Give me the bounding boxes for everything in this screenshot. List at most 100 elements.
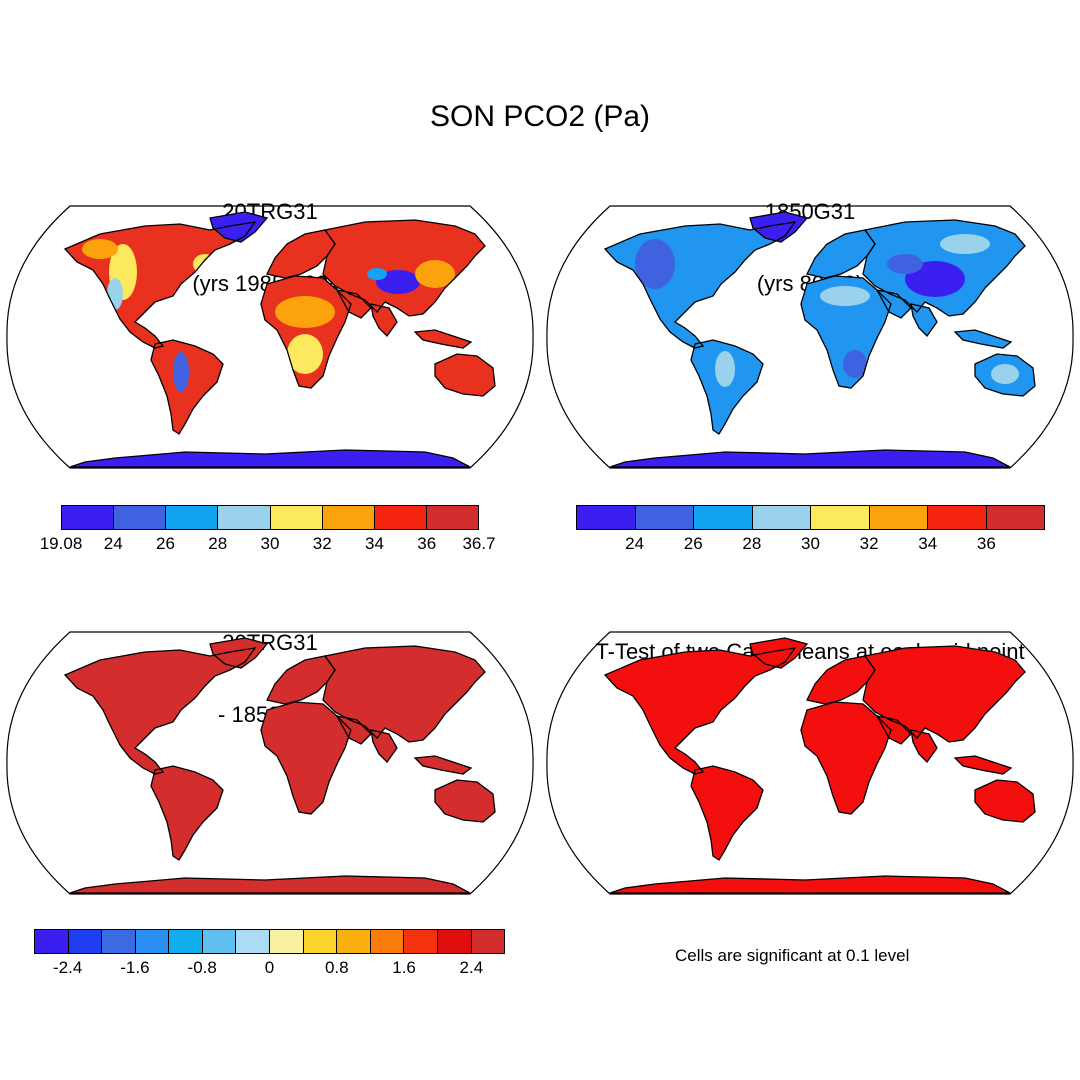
cb3-swatch [35, 930, 69, 953]
p1-africa-coastline [260, 275, 352, 389]
p1-arabia-coastline [335, 289, 372, 319]
p2-arabia-coastline [875, 289, 912, 319]
p3-greenland-coastline [209, 637, 269, 669]
cb3-swatch [303, 930, 338, 953]
p3-greenland-fill [210, 638, 267, 668]
p1-map-frame [6, 205, 534, 469]
cb3-swatch [270, 930, 304, 953]
p3-northAmerica-fill [65, 648, 255, 774]
p4-antarctica-fill [610, 876, 1010, 893]
p2-australia-coastline [974, 353, 1036, 397]
p2-field-region [715, 351, 735, 387]
cb1-swatch [62, 506, 115, 529]
cb1-swatch [270, 506, 323, 529]
p3-indonesia-fill [415, 756, 471, 774]
p4-indonesia-coastline [953, 755, 1013, 775]
p2-field-region [887, 254, 923, 274]
cb3-swatch [471, 930, 505, 953]
cb1-tick-label: 32 [312, 534, 332, 553]
cb3-swatch [370, 930, 405, 953]
p1-field-region [415, 260, 455, 288]
p2-indonesia-coastline [953, 329, 1013, 349]
p3-arabia-fill [337, 716, 371, 744]
cb2-tick-label: 32 [859, 534, 879, 553]
cb2-swatch [869, 506, 928, 529]
cb1-swatch [218, 506, 271, 529]
p3-asia-coastline [322, 645, 486, 743]
p1-field-region [107, 278, 123, 310]
p2-asia-coastline [862, 219, 1026, 317]
p1-greenland-fill [210, 212, 267, 242]
p4-europe-fill [807, 656, 875, 704]
p1-field-region [367, 268, 387, 280]
p2-arabia-fill [877, 290, 911, 318]
p3-india-coastline [370, 729, 398, 764]
p1-southAmerica-coastline [150, 339, 224, 435]
p1-europe-fill [267, 230, 335, 278]
p1-indonesia-fill [415, 330, 471, 348]
p3-arabia-coastline [335, 715, 372, 745]
p1-asia-fill [323, 220, 485, 316]
p3-africa-fill [261, 702, 351, 814]
p4-greenland-fill [750, 638, 807, 668]
cb1-tick-label: 30 [260, 534, 280, 553]
p1-field-region [82, 239, 118, 259]
p1-asia-coastline [322, 219, 486, 317]
p2-field-region [991, 364, 1019, 384]
p2-field-region [843, 350, 867, 378]
p4-northAmerica-coastline [603, 647, 797, 775]
cb3-swatch [68, 930, 103, 953]
panel4-map [546, 631, 1074, 895]
cb2-swatch [577, 506, 636, 529]
p4-indonesia-fill [955, 756, 1011, 774]
p1-australia-coastline [434, 353, 496, 397]
p4-southAmerica-fill [691, 766, 763, 860]
cb1-swatch [166, 506, 219, 529]
cb3-swatch [169, 930, 203, 953]
p2-field-region [751, 218, 779, 230]
cb2-swatch [635, 506, 694, 529]
colorbar-panel1 [61, 505, 479, 530]
p1-southAmerica-fill [151, 340, 223, 434]
p4-africa-coastline [800, 701, 892, 815]
cb2-tick-label: 26 [683, 534, 703, 553]
cb3-tick-label: -0.8 [187, 958, 217, 977]
cb1-tick-label: 36.7 [462, 534, 496, 553]
cb3-swatch [236, 930, 271, 953]
cb1-tick-label: 24 [103, 534, 123, 553]
p3-asia-fill [323, 646, 485, 742]
p1-antarctica-coastline [69, 449, 471, 468]
cb2-swatch [928, 506, 987, 529]
p2-africa-fill [801, 276, 891, 388]
p2-antarctica-coastline [609, 449, 1011, 468]
p1-arabia-fill [337, 290, 371, 318]
p3-indonesia-coastline [413, 755, 473, 775]
cb1-swatch [322, 506, 375, 529]
p2-field-region [820, 286, 870, 306]
p1-greenland-coastline [209, 211, 269, 243]
p4-arabia-coastline [875, 715, 912, 745]
p4-asia-fill [863, 646, 1025, 742]
p2-india-coastline [910, 303, 938, 338]
cb1-tick-label: 19.08 [39, 534, 83, 553]
p3-europe-fill [267, 656, 335, 704]
p4-australia-fill [975, 780, 1035, 822]
cb3-tick-label: 1.6 [392, 958, 416, 977]
p4-africa-fill [801, 702, 891, 814]
p2-antarctica-fill [610, 450, 1010, 467]
p3-australia-fill [435, 780, 495, 822]
cb1-tick-label: 36 [417, 534, 437, 553]
colorbar-panel2 [576, 505, 1045, 530]
cb2-swatch [811, 506, 870, 529]
cb3-tick-label: -1.6 [120, 958, 150, 977]
p3-australia-coastline [434, 779, 496, 823]
cb2-tick-label: 28 [742, 534, 762, 553]
cb3-tick-label: 0.8 [324, 958, 349, 977]
p3-antarctica-fill [70, 876, 470, 893]
p3-southAmerica-fill [151, 766, 223, 860]
p2-southAmerica-coastline [690, 339, 764, 435]
p3-map-frame [6, 631, 534, 895]
p1-indonesia-coastline [413, 329, 473, 349]
p1-northAmerica-coastline [63, 221, 257, 349]
p2-africa-coastline [800, 275, 892, 389]
